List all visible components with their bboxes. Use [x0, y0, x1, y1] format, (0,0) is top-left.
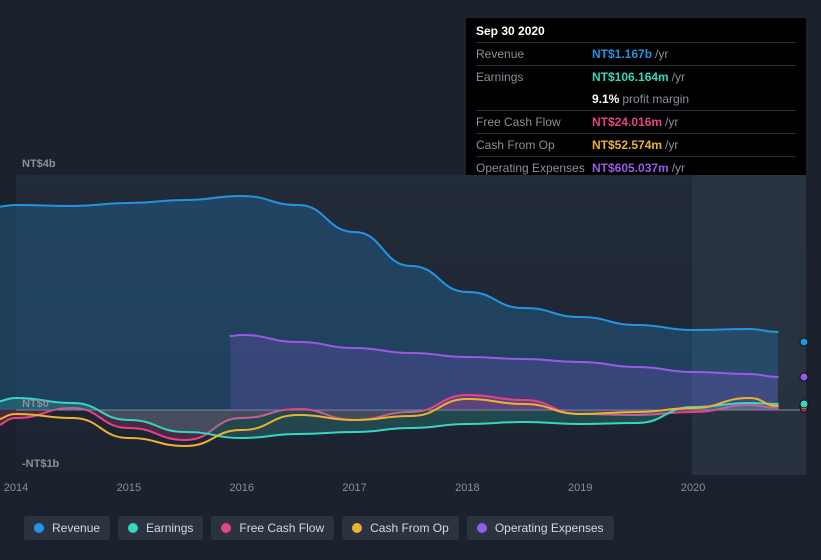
legend-swatch	[128, 523, 138, 533]
chart-legend: Revenue Earnings Free Cash Flow Cash From O…	[24, 516, 614, 540]
legend-item[interactable]: Earnings	[118, 516, 203, 540]
x-axis-tick: 2019	[568, 482, 592, 494]
financial-chart[interactable]	[0, 0, 821, 560]
legend-item[interactable]: Free Cash Flow	[211, 516, 334, 540]
legend-label: Operating Expenses	[495, 521, 604, 535]
legend-item[interactable]: Operating Expenses	[467, 516, 614, 540]
legend-label: Free Cash Flow	[239, 521, 324, 535]
legend-swatch	[221, 523, 231, 533]
legend-item[interactable]: Cash From Op	[342, 516, 459, 540]
legend-label: Earnings	[146, 521, 193, 535]
x-axis-tick: 2017	[342, 482, 366, 494]
y-axis-tick: -NT$1b	[22, 458, 59, 470]
legend-swatch	[34, 523, 44, 533]
x-axis-tick: 2016	[229, 482, 253, 494]
x-axis: 2014201520162017201820192020	[16, 482, 806, 502]
y-axis-tick: NT$0	[22, 398, 49, 410]
x-axis-tick: 2018	[455, 482, 479, 494]
legend-label: Cash From Op	[370, 521, 449, 535]
x-axis-tick: 2014	[4, 482, 28, 494]
legend-swatch	[352, 523, 362, 533]
legend-label: Revenue	[52, 521, 100, 535]
chart-container: Sep 30 2020 RevenueNT$1.167b/yrEarningsN…	[0, 0, 821, 560]
x-axis-tick: 2020	[681, 482, 705, 494]
y-axis-tick: NT$4b	[22, 158, 56, 170]
legend-swatch	[477, 523, 487, 533]
legend-item[interactable]: Revenue	[24, 516, 110, 540]
x-axis-tick: 2015	[117, 482, 141, 494]
